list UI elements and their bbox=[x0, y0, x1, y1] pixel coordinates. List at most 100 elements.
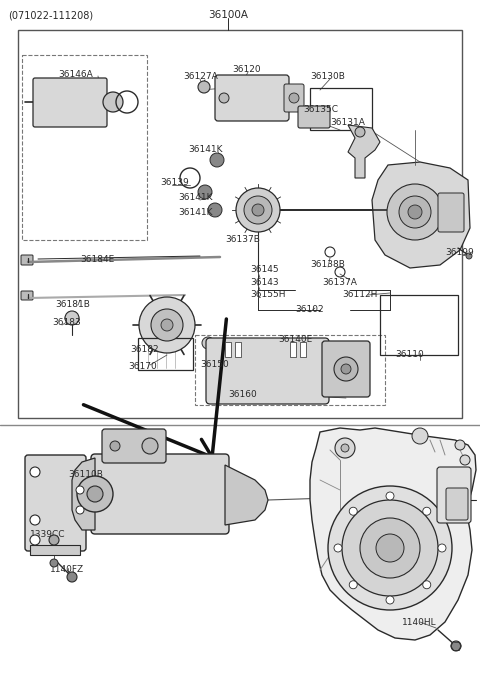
Circle shape bbox=[386, 492, 394, 500]
Bar bbox=[138, 338, 193, 370]
Text: 36155H: 36155H bbox=[250, 290, 286, 299]
FancyBboxPatch shape bbox=[437, 467, 471, 523]
Bar bbox=[380, 295, 458, 355]
Text: 1339CC: 1339CC bbox=[30, 530, 65, 539]
Text: 36141K: 36141K bbox=[188, 145, 223, 154]
Circle shape bbox=[103, 92, 123, 112]
Text: 36140E: 36140E bbox=[278, 335, 312, 344]
Text: 36100A: 36100A bbox=[208, 10, 248, 20]
FancyBboxPatch shape bbox=[298, 106, 330, 128]
Text: 36130B: 36130B bbox=[310, 72, 345, 81]
Text: 36143: 36143 bbox=[250, 278, 278, 287]
Circle shape bbox=[335, 438, 355, 458]
Circle shape bbox=[252, 204, 264, 216]
FancyBboxPatch shape bbox=[25, 455, 86, 551]
Circle shape bbox=[466, 253, 472, 259]
Bar bbox=[225, 342, 231, 357]
Text: 36137A: 36137A bbox=[322, 278, 357, 287]
Circle shape bbox=[139, 297, 195, 353]
Circle shape bbox=[87, 486, 103, 502]
Circle shape bbox=[67, 572, 77, 582]
Circle shape bbox=[198, 81, 210, 93]
Circle shape bbox=[451, 641, 461, 651]
Text: 36184E: 36184E bbox=[80, 255, 114, 264]
Text: 36181B: 36181B bbox=[55, 300, 90, 309]
Circle shape bbox=[161, 319, 173, 331]
Circle shape bbox=[30, 515, 40, 525]
Circle shape bbox=[210, 153, 224, 167]
Text: 36137B: 36137B bbox=[225, 235, 260, 244]
Circle shape bbox=[349, 508, 357, 515]
FancyBboxPatch shape bbox=[322, 341, 370, 397]
Circle shape bbox=[399, 196, 431, 228]
Circle shape bbox=[198, 185, 212, 199]
Circle shape bbox=[349, 581, 357, 589]
Text: 36182: 36182 bbox=[130, 345, 158, 354]
FancyBboxPatch shape bbox=[446, 488, 468, 520]
Circle shape bbox=[412, 428, 428, 444]
Text: 36102: 36102 bbox=[295, 305, 324, 314]
Circle shape bbox=[334, 357, 358, 381]
Bar bbox=[235, 342, 241, 357]
Bar bbox=[300, 342, 306, 357]
Circle shape bbox=[110, 441, 120, 451]
Bar bbox=[30, 545, 80, 555]
Circle shape bbox=[355, 127, 365, 137]
Text: 36141K: 36141K bbox=[178, 208, 213, 217]
Text: 36110B: 36110B bbox=[68, 470, 103, 479]
Circle shape bbox=[289, 93, 299, 103]
Text: 36150: 36150 bbox=[200, 360, 229, 369]
Text: 36120: 36120 bbox=[232, 65, 261, 74]
Circle shape bbox=[360, 518, 420, 578]
Text: (071022-111208): (071022-111208) bbox=[8, 10, 93, 20]
Circle shape bbox=[30, 535, 40, 545]
Circle shape bbox=[341, 444, 349, 452]
Circle shape bbox=[202, 337, 214, 349]
Circle shape bbox=[455, 440, 465, 450]
Circle shape bbox=[386, 596, 394, 604]
Text: 36199: 36199 bbox=[445, 248, 474, 257]
Text: 36112H: 36112H bbox=[342, 290, 377, 299]
FancyBboxPatch shape bbox=[91, 454, 229, 534]
Polygon shape bbox=[72, 458, 95, 530]
Circle shape bbox=[376, 534, 404, 562]
Circle shape bbox=[151, 309, 183, 341]
Bar bbox=[18, 30, 462, 418]
Polygon shape bbox=[310, 428, 476, 640]
Circle shape bbox=[328, 486, 452, 610]
FancyBboxPatch shape bbox=[33, 78, 107, 127]
Text: 36131A: 36131A bbox=[330, 118, 365, 127]
Circle shape bbox=[236, 188, 280, 232]
Circle shape bbox=[387, 184, 443, 240]
Circle shape bbox=[142, 438, 158, 454]
Circle shape bbox=[219, 93, 229, 103]
Polygon shape bbox=[372, 162, 470, 268]
Circle shape bbox=[65, 311, 79, 325]
Text: 36183: 36183 bbox=[52, 318, 81, 327]
Circle shape bbox=[50, 559, 58, 567]
Polygon shape bbox=[348, 125, 380, 178]
Text: 36141K: 36141K bbox=[178, 193, 213, 202]
Circle shape bbox=[76, 506, 84, 514]
FancyBboxPatch shape bbox=[206, 338, 329, 404]
Text: 1140FZ: 1140FZ bbox=[50, 565, 84, 574]
Text: 36146A: 36146A bbox=[58, 70, 93, 79]
Text: 36127A: 36127A bbox=[183, 72, 218, 81]
Bar bbox=[290, 342, 296, 357]
Text: 36160: 36160 bbox=[228, 390, 257, 399]
Bar bbox=[22, 55, 147, 240]
Circle shape bbox=[423, 581, 431, 589]
Text: 36110: 36110 bbox=[395, 350, 424, 359]
FancyBboxPatch shape bbox=[102, 429, 166, 463]
FancyBboxPatch shape bbox=[284, 84, 304, 112]
FancyBboxPatch shape bbox=[438, 193, 464, 232]
Circle shape bbox=[76, 486, 84, 494]
Circle shape bbox=[30, 467, 40, 477]
Circle shape bbox=[460, 455, 470, 465]
Circle shape bbox=[77, 476, 113, 512]
FancyBboxPatch shape bbox=[215, 75, 289, 121]
FancyBboxPatch shape bbox=[21, 291, 33, 300]
Bar bbox=[195, 335, 385, 405]
Circle shape bbox=[408, 205, 422, 219]
Circle shape bbox=[341, 364, 351, 374]
